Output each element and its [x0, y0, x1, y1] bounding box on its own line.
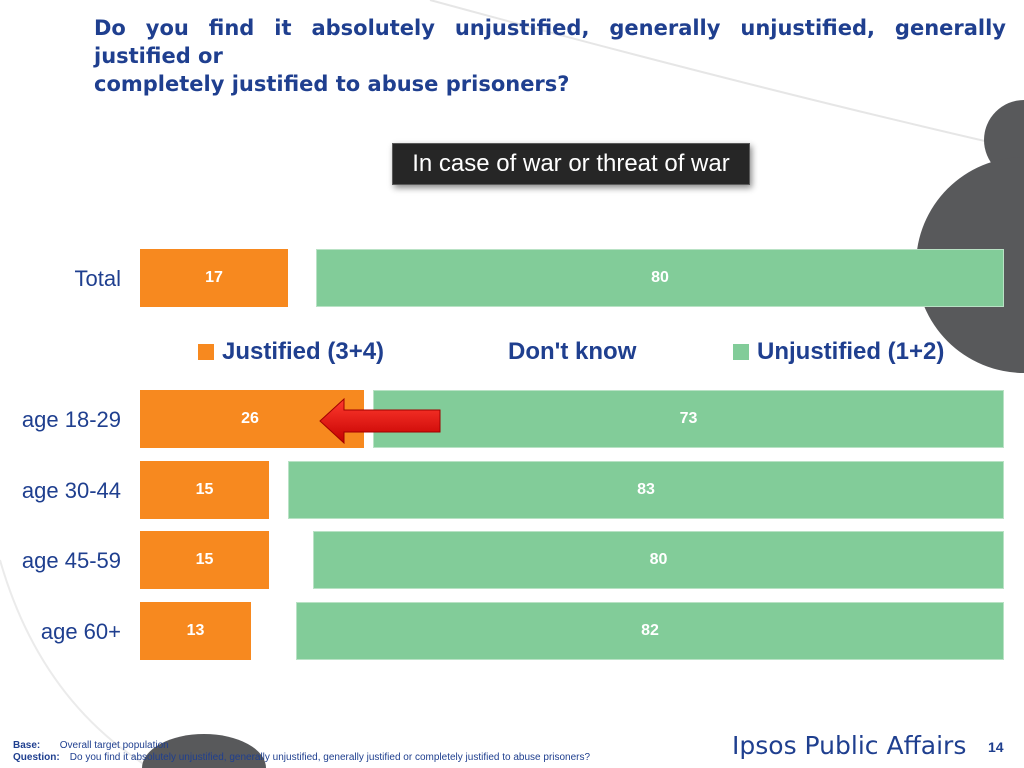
row-label-age-60-plus: age 60+	[40, 619, 121, 644]
bar-age-30-44-justified: 15	[140, 461, 269, 519]
page-number: 14	[988, 739, 1004, 755]
legend-swatch-unjustified	[733, 344, 749, 360]
row-label-age-18-29: age 18-29	[21, 407, 121, 432]
value-age-18-29-justified: 26	[241, 410, 259, 427]
brand-logo-text: Ipsos Public Affairs	[732, 731, 967, 760]
bar-age-18-29-unjustified: 73	[373, 390, 1004, 448]
row-label-total: Total	[74, 266, 121, 291]
legend-item-justified: Justified (3+4)	[198, 338, 384, 366]
title-line-1: Do you find it absolutely unjustified, g…	[94, 16, 1006, 68]
row-label-age-30-44: age 30-44	[21, 478, 121, 503]
bar-total-unjustified: 80	[316, 249, 1004, 307]
legend-label-dont-know: Don't know	[508, 338, 637, 365]
page-title: Do you find it absolutely unjustified, g…	[94, 14, 1006, 98]
legend-label-justified: Justified (3+4)	[222, 338, 385, 365]
legend-label-unjustified: Unjustified (1+2)	[757, 338, 945, 365]
legend-item-dont-know: Don't know	[508, 338, 636, 366]
footer-question-value: Do you find it absolutely unjustified, g…	[69, 752, 591, 763]
highlight-arrow-icon	[319, 397, 441, 445]
legend-item-unjustified: Unjustified (1+2)	[733, 338, 944, 366]
footer-question-key: Question:	[13, 752, 60, 763]
bar-age-30-44-unjustified: 83	[288, 461, 1004, 519]
footer-base-value: Overall target population	[59, 740, 169, 751]
bar-age-45-59-unjustified: 80	[313, 531, 1004, 589]
bar-age-45-59-justified: 15	[140, 531, 269, 589]
title-line-2: completely justified to abuse prisoners?	[94, 72, 570, 96]
row-label-age-45-59: age 45-59	[21, 548, 121, 573]
footer-base: Base: Overall target population	[13, 740, 169, 751]
bar-age-60-plus-unjustified: 82	[296, 602, 1004, 660]
legend-swatch-justified	[198, 344, 214, 360]
condition-label: In case of war or threat of war	[392, 143, 750, 185]
bar-age-60-plus-justified: 13	[140, 602, 251, 660]
chart-legend: Justified (3+4) Don't know Unjustified (…	[0, 338, 1024, 368]
footer-question: Question: Do you find it absolutely unju…	[13, 752, 590, 763]
footer-base-key: Base:	[13, 740, 41, 751]
bar-total-justified: 17	[140, 249, 288, 307]
